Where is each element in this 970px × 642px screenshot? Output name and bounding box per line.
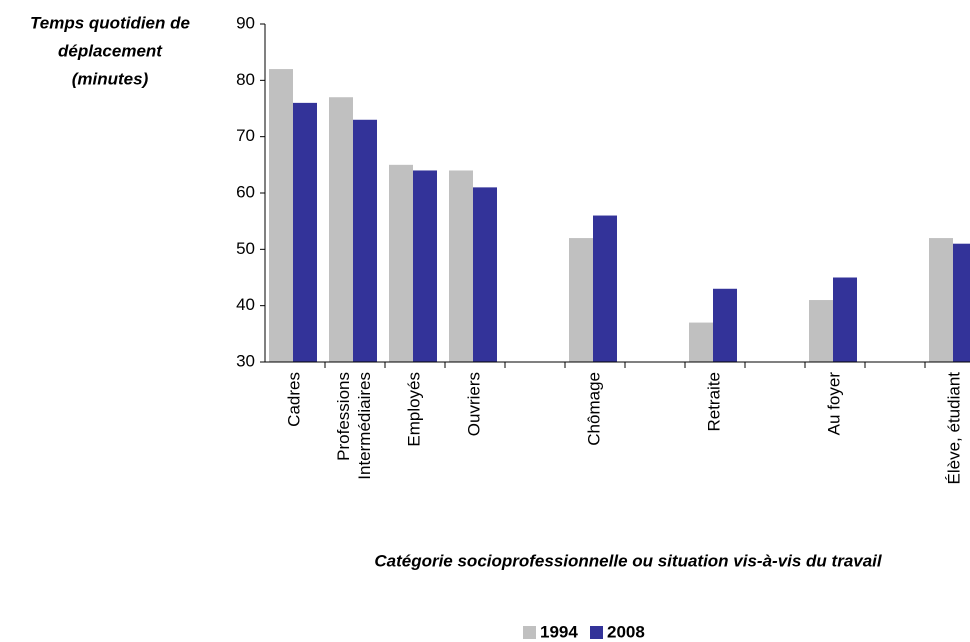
x-tick-label: Au foyer (824, 372, 843, 436)
bar (449, 170, 473, 362)
bar (953, 243, 970, 362)
x-tick-label: Intermédiaires (355, 372, 374, 480)
y-tick-label: 50 (236, 239, 255, 258)
bar (689, 322, 713, 362)
x-tick-label: Cadres (284, 372, 303, 427)
y-tick-label: 30 (236, 351, 255, 370)
bar (713, 288, 737, 362)
bar (809, 300, 833, 362)
x-tick-label: Chômage (584, 372, 603, 446)
y-axis-title: déplacement (58, 41, 163, 60)
y-tick-label: 80 (236, 70, 255, 89)
legend-swatch (590, 626, 603, 639)
y-tick-label: 90 (236, 13, 255, 32)
legend-label: 2008 (607, 622, 645, 641)
bar (929, 238, 953, 362)
bar (569, 238, 593, 362)
legend-label: 1994 (540, 622, 578, 641)
y-axis-title: (minutes) (72, 69, 149, 88)
x-tick-label: Employés (404, 372, 423, 447)
bar (353, 119, 377, 363)
x-tick-label: Retraite (704, 372, 723, 432)
y-tick-label: 60 (236, 182, 255, 201)
bar (593, 215, 617, 362)
x-axis-title: Catégorie socioprofessionnelle ou situat… (374, 551, 883, 570)
x-tick-label: Professions (334, 372, 353, 461)
bar (833, 277, 857, 362)
bar (473, 187, 497, 362)
y-tick-label: 40 (236, 295, 255, 314)
legend-swatch (523, 626, 536, 639)
x-tick-label: Élève, étudiant (944, 372, 963, 485)
bar (389, 164, 413, 362)
bar (293, 102, 317, 362)
y-tick-label: 70 (236, 126, 255, 145)
y-axis-title: Temps quotidien de (30, 13, 190, 32)
bar (329, 97, 353, 362)
bar (413, 170, 437, 362)
x-tick-label: Ouvriers (464, 372, 483, 436)
bar (269, 69, 293, 363)
